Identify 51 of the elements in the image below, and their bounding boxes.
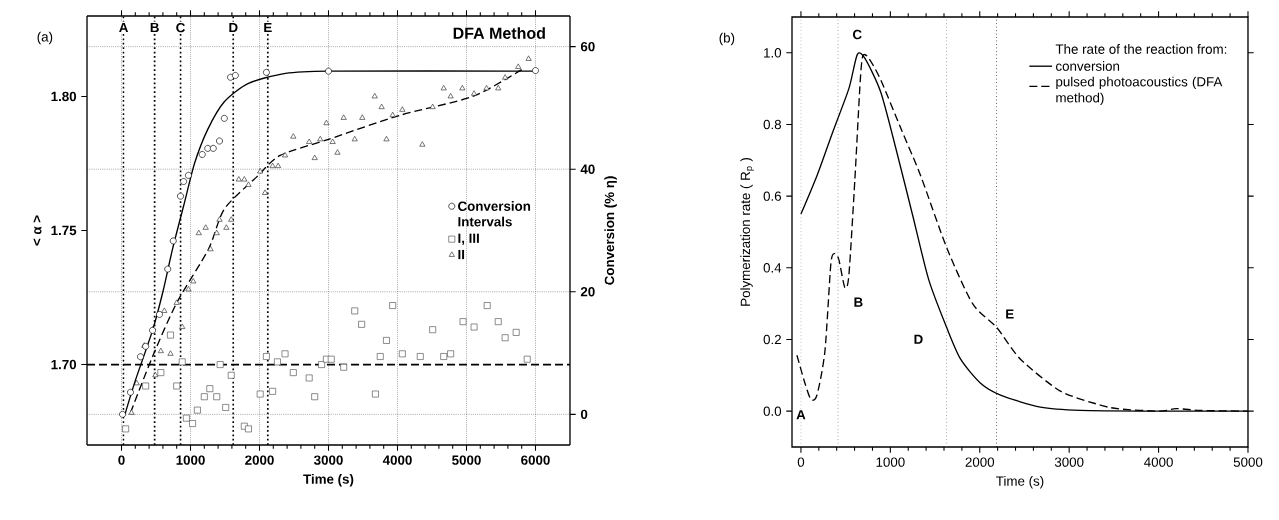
x-tick-label: 1000 [876,457,905,467]
x-tick-label: 1000 [176,455,205,465]
x-tick-label: 0 [118,455,125,465]
annotation: D [914,334,923,344]
ref-line-label: B [150,22,159,33]
x-axis-title: Time (s) [996,475,1044,489]
annotation: B [854,297,863,307]
y2-tick-label: 0 [580,409,588,420]
x-tick-label: 5000 [452,455,481,465]
y-tick-label: 1.75 [51,225,77,236]
annotation: E [1006,309,1014,319]
text: (a) [37,31,53,45]
y-tick-label: 1.80 [51,91,77,102]
ref-line-label: C [176,22,185,33]
y-tick-label: 0.2 [763,334,781,345]
x-tick-label: 3000 [313,455,343,465]
y2-tick-label: 20 [580,287,595,297]
x-tick-label: 2000 [965,457,995,467]
y-tick-label: 0.6 [763,191,782,201]
x-tick-label: 3000 [1054,457,1084,467]
legend-label: conversion [1056,61,1120,71]
text: DFA Method [453,27,545,39]
legend-title: The rate of the reaction from: [1055,44,1227,54]
y-tick-label: 0.4 [763,263,782,273]
annotation: C [853,29,862,40]
y-axis-title: < α > [33,215,42,246]
y2-tick-label: 60 [580,41,595,52]
legend-label: I, III [458,233,479,245]
annotation: A [796,410,806,420]
x-axis-title: Time (s) [303,474,354,487]
ref-line-label: A [119,22,129,33]
x-tick-label: 2000 [245,455,274,465]
x-tick-label: 6000 [521,455,550,465]
legend-label: II [458,249,465,260]
x-tick-label: 0 [797,457,805,467]
ref-line-label: E [264,22,272,33]
y-tick-label: 1.0 [764,48,782,58]
text: (b) [719,32,735,46]
y-tick-label: 1.70 [51,359,77,370]
y-tick-label: 0.0 [763,406,782,416]
y2-tick-label: 40 [580,164,595,174]
y2-axis-title: Conversion (% η) [604,176,617,285]
legend-label: Conversion [458,201,531,211]
x-tick-label: 4000 [1144,457,1173,467]
y-tick-label: 0.8 [763,119,782,130]
x-tick-label: 4000 [382,455,412,465]
x-tick-label: 5000 [1233,457,1263,467]
y-axis-title: Polymerization rate ( R$_{p}$ ) [740,158,754,306]
legend-label: pulsed photoacoustics (DFA method) [1056,76,1223,106]
legend-title: Intervals [458,216,512,227]
ref-line-label: D [229,22,238,33]
